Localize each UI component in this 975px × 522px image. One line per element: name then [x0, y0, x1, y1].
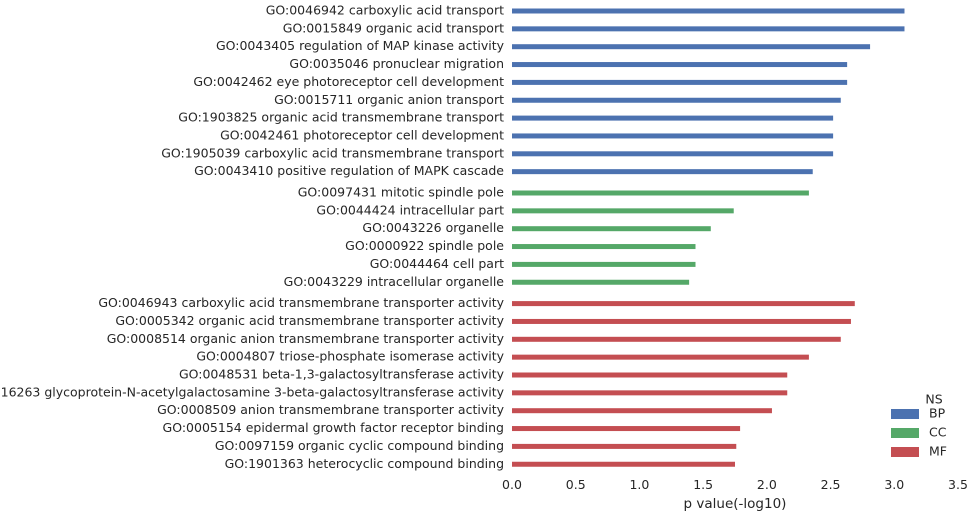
- category-label-go-0043405: GO:0043405 regulation of MAP kinase acti…: [216, 38, 505, 53]
- legend-title: NS: [925, 392, 942, 407]
- bar-go-0097431: [512, 190, 809, 196]
- category-label-go-0046942: GO:0046942 carboxylic acid transport: [266, 3, 504, 18]
- category-label-go-0048531: GO:0048531 beta-1,3-galactosyltransferas…: [179, 367, 505, 382]
- x-tick-label-1-5: 1.5: [693, 477, 713, 492]
- bar-go-0035046: [512, 62, 848, 68]
- category-label-go-0015711: GO:0015711 organic anion transport: [274, 92, 504, 107]
- bar-go-0000922: [512, 244, 696, 250]
- category-label-go-0097159: GO:0097159 organic cyclic compound bindi…: [215, 438, 504, 453]
- bar-go-1905039: [512, 151, 834, 157]
- category-label-go-0000922: GO:0000922 spindle pole: [345, 238, 504, 253]
- x-axis-title: p value(-log10): [684, 496, 787, 512]
- legend-swatch-mf: [891, 447, 919, 457]
- bar-go-0042462: [512, 79, 848, 85]
- bar-go-0044424: [512, 208, 734, 214]
- bar-go-0016263: [512, 390, 788, 396]
- legend-label-cc: CC: [929, 425, 947, 440]
- x-tick-label-3-0: 3.0: [884, 477, 904, 492]
- x-tick-label-0-0: 0.0: [502, 477, 522, 492]
- category-label-go-0044424: GO:0044424 intracellular part: [316, 202, 504, 217]
- category-label-go-0015849: GO:0015849 organic acid transport: [283, 20, 504, 35]
- bar-go-0004807: [512, 354, 809, 360]
- category-label-go-1905039: GO:1905039 carboxylic acid transmembrane…: [161, 145, 504, 160]
- category-label-go-1903825: GO:1903825 organic acid transmembrane tr…: [178, 110, 504, 125]
- bar-go-0043410: [512, 169, 813, 175]
- x-tick-label-1-0: 1.0: [629, 477, 649, 492]
- legend-swatch-bp: [891, 409, 919, 419]
- category-label-go-0016263: GO:0016263 glycoprotein-N-acetylgalactos…: [0, 384, 505, 399]
- category-label-go-0043229: GO:0043229 intracellular organelle: [284, 274, 505, 289]
- category-label-go-0005342: GO:0005342 organic acid transmembrane tr…: [115, 313, 504, 328]
- category-label-go-0043410: GO:0043410 positive regulation of MAPK c…: [194, 163, 504, 178]
- bar-go-0043226: [512, 226, 711, 232]
- x-tick-label-0-5: 0.5: [566, 477, 586, 492]
- bar-go-0015849: [512, 26, 905, 32]
- bar-go-0015711: [512, 97, 841, 103]
- bar-go-1901363: [512, 461, 735, 467]
- category-label-go-0043226: GO:0043226 organelle: [362, 220, 504, 235]
- bar-go-0008509: [512, 408, 772, 414]
- category-label-go-0008514: GO:0008514 organic anion transmembrane t…: [107, 331, 505, 346]
- bar-go-1903825: [512, 115, 834, 121]
- bar-go-0042461: [512, 133, 834, 139]
- category-label-go-0004807: GO:0004807 triose-phosphate isomerase ac…: [196, 349, 504, 364]
- bar-go-0043229: [512, 279, 690, 285]
- category-label-go-0046943: GO:0046943 carboxylic acid transmembrane…: [98, 295, 504, 310]
- category-label-go-1901363: GO:1901363 heterocyclic compound binding: [225, 456, 504, 471]
- bar-go-0043405: [512, 44, 871, 50]
- x-tick-label-2-5: 2.5: [821, 477, 841, 492]
- category-label-go-0005154: GO:0005154 epidermal growth factor recep…: [163, 420, 504, 435]
- category-label-go-0035046: GO:0035046 pronuclear migration: [289, 56, 504, 71]
- bar-go-0046943: [512, 301, 855, 307]
- bar-go-0046942: [512, 8, 905, 14]
- legend-swatch-cc: [891, 428, 919, 438]
- bar-go-0005154: [512, 426, 741, 432]
- x-tick-label-3-5: 3.5: [948, 477, 968, 492]
- x-tick-label-2-0: 2.0: [757, 477, 777, 492]
- legend-label-bp: BP: [929, 406, 946, 421]
- category-label-go-0044464: GO:0044464 cell part: [370, 256, 504, 271]
- bar-go-0044464: [512, 261, 696, 267]
- category-label-go-0042462: GO:0042462 eye photoreceptor cell develo…: [193, 74, 504, 89]
- bar-go-0097159: [512, 443, 737, 449]
- category-label-go-0008509: GO:0008509 anion transmembrane transport…: [157, 402, 504, 417]
- bar-go-0048531: [512, 372, 788, 378]
- bar-go-0005342: [512, 318, 851, 324]
- legend-label-mf: MF: [929, 444, 947, 459]
- category-label-go-0042461: GO:0042461 photoreceptor cell developmen…: [220, 127, 504, 142]
- bar-go-0008514: [512, 336, 841, 342]
- category-label-go-0097431: GO:0097431 mitotic spindle pole: [298, 185, 505, 200]
